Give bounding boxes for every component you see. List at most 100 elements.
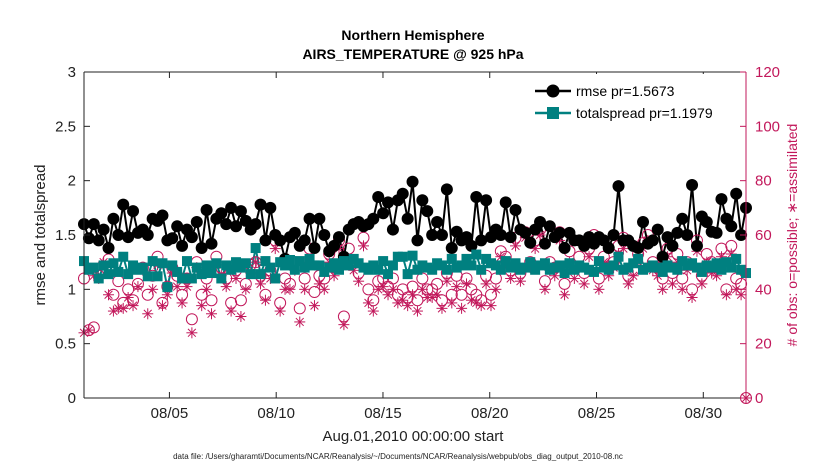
data-file-footnote: data file: /Users/gharamti/Documents/NCA… xyxy=(173,452,623,461)
x-axis-label: Aug.01,2010 00:00:00 start xyxy=(323,428,505,445)
rmse-point xyxy=(156,209,169,222)
totalspread-point xyxy=(157,258,168,269)
rmse-point xyxy=(112,229,125,241)
assimilated-obs-point xyxy=(83,324,95,336)
rmse-point xyxy=(117,198,130,211)
rmse-point xyxy=(651,223,664,236)
assimilated-obs-point xyxy=(259,294,271,306)
totalspread-point xyxy=(231,257,242,268)
assimilated-obs-point xyxy=(696,278,708,290)
totalspread-point xyxy=(299,262,310,273)
totalspread-point xyxy=(387,260,398,271)
totalspread-point xyxy=(181,256,192,267)
rmse-point xyxy=(382,196,395,209)
rmse-point xyxy=(725,220,738,233)
assimilated-obs-point xyxy=(201,283,213,295)
totalspread-point xyxy=(608,260,619,271)
rmse-point xyxy=(401,212,414,225)
legend: rmse pr=1.5673 totalspread pr=1.1979 xyxy=(528,74,740,128)
totalspread-point xyxy=(284,254,295,265)
rmse-point xyxy=(602,242,615,255)
totalspread-point xyxy=(196,269,207,280)
rmse-point xyxy=(176,239,189,252)
totalspread-point xyxy=(191,262,202,273)
rmse-point xyxy=(239,214,252,227)
assimilated-obs-point xyxy=(147,283,159,295)
rmse-point xyxy=(298,234,311,247)
assimilated-obs-point xyxy=(460,278,472,290)
assimilated-obs-point xyxy=(407,289,419,301)
rmse-point xyxy=(671,226,684,239)
y-tick-label: 0 xyxy=(68,390,76,407)
totalspread-point xyxy=(245,269,256,280)
rmse-point xyxy=(107,212,120,225)
assimilated-obs-point xyxy=(568,272,580,284)
possible-obs-point xyxy=(234,294,247,307)
totalspread-point xyxy=(255,269,266,280)
totalspread-point xyxy=(407,250,418,261)
assimilated-obs-point xyxy=(186,327,198,339)
assimilated-obs-point xyxy=(230,272,242,284)
totalspread-point xyxy=(427,264,438,275)
rmse-point xyxy=(254,198,267,211)
assimilated-obs-point xyxy=(156,300,168,312)
rmse-point xyxy=(87,218,100,231)
totalspread-point xyxy=(280,260,291,271)
rmse-point xyxy=(499,196,512,209)
assimilated-obs-point xyxy=(402,300,414,312)
totalspread-point xyxy=(201,260,212,271)
totalspread-point xyxy=(177,273,188,284)
assimilated-obs-point xyxy=(505,272,517,284)
rmse-point xyxy=(494,229,507,241)
y-tick-label-right: 0 xyxy=(755,390,763,407)
assimilated-obs-point xyxy=(274,305,286,317)
possible-obs-point xyxy=(293,302,306,315)
assimilated-obs-point xyxy=(559,289,571,301)
assimilated-obs-point xyxy=(299,283,311,295)
totalspread-point xyxy=(495,264,506,275)
totalspread-point xyxy=(329,258,340,269)
rmse-point xyxy=(122,231,135,244)
assimilated-obs-point xyxy=(127,300,139,312)
totalspread-point xyxy=(167,260,178,271)
assimilated-obs-point xyxy=(456,302,468,314)
rmse-point xyxy=(185,231,198,244)
assimilated-obs-point xyxy=(666,278,678,290)
totalspread-point xyxy=(510,258,521,269)
legend-rmse-label: rmse pr=1.5673 xyxy=(576,83,675,99)
rmse-point xyxy=(225,201,238,214)
totalspread-point xyxy=(142,271,153,282)
rmse-point xyxy=(171,220,184,233)
rmse-point xyxy=(715,193,728,206)
totalspread-point xyxy=(265,262,276,273)
assimilated-obs-point xyxy=(358,240,370,252)
rmse-point xyxy=(274,234,287,247)
totalspread-point xyxy=(216,273,227,284)
totalspread-point xyxy=(525,257,536,268)
assimilated-obs-point xyxy=(318,283,330,295)
assimilated-obs-point xyxy=(308,300,320,312)
totalspread-point xyxy=(186,273,197,284)
assimilated-obs-point xyxy=(578,278,590,290)
legend-box xyxy=(528,74,740,128)
rmse-point xyxy=(440,183,453,196)
possible-obs-point xyxy=(205,294,218,307)
rmse-point xyxy=(416,194,429,207)
totalspread-point xyxy=(172,266,183,277)
assimilated-obs-point xyxy=(367,305,379,317)
rmse-point xyxy=(558,242,571,255)
totalspread-point xyxy=(206,268,217,279)
rmse-point xyxy=(534,215,547,228)
rmse-point xyxy=(710,226,723,239)
totalspread-point xyxy=(402,269,413,280)
rmse-point xyxy=(656,250,669,263)
axes: 08/05 08/10 08/15 08/20 08/25 08/30 0 0.5 1 1.5 2 2… xyxy=(55,64,780,422)
totalspread-point xyxy=(343,260,354,271)
assimilated-obs-point xyxy=(225,305,237,317)
rmse-point xyxy=(730,187,743,200)
totalspread-point xyxy=(314,260,325,271)
rmse-point xyxy=(372,190,385,203)
totalspread-point xyxy=(93,273,104,284)
rmse-point xyxy=(141,229,154,241)
